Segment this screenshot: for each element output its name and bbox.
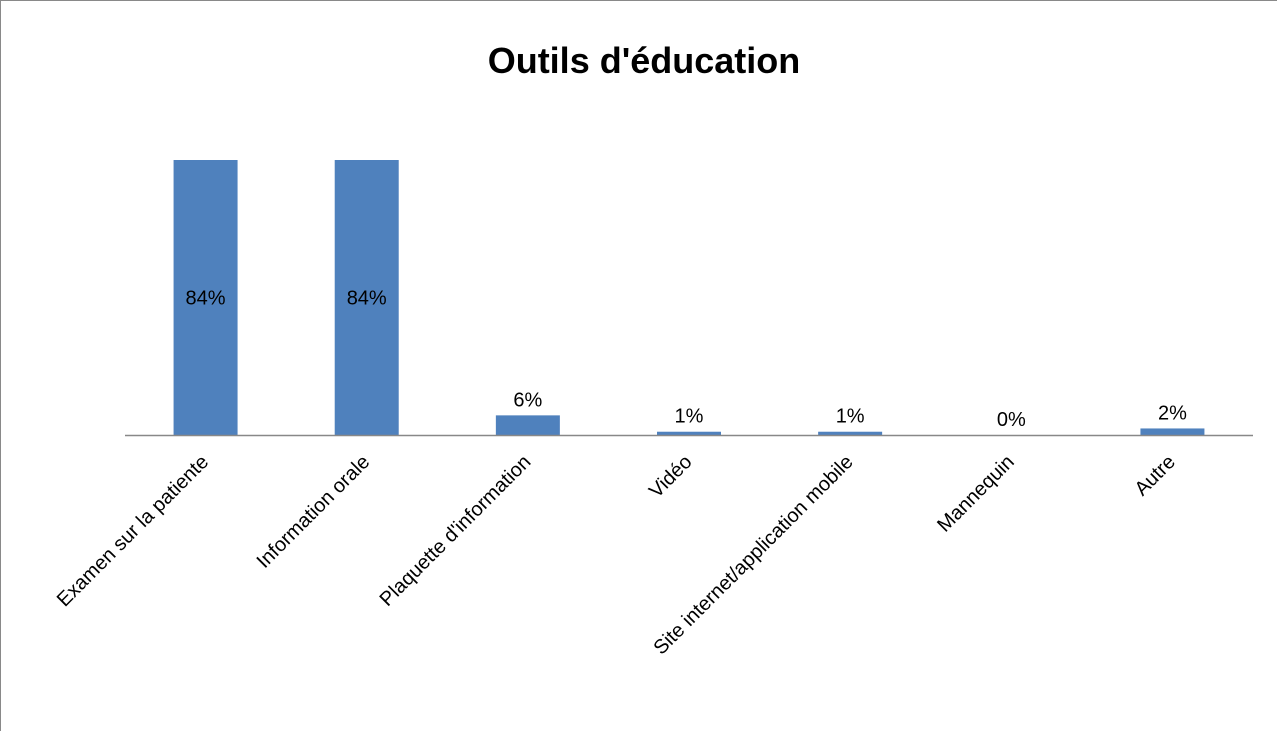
category-labels-group: Examen sur la patiente Information orale P… (53, 451, 1180, 659)
bar (818, 431, 883, 435)
bar (657, 431, 721, 435)
data-label: 1% (836, 406, 865, 428)
chart-title: Outils d'éducation (488, 40, 801, 81)
data-label: 84% (186, 288, 226, 310)
category-label: Vidéo (645, 451, 696, 502)
bar (173, 160, 238, 435)
data-label: 1% (675, 406, 704, 428)
data-label: 84% (347, 288, 387, 310)
data-labels-group: 84% 84% 6% 1% 1% 0% 2% (186, 288, 1188, 432)
category-label: Mannequin (933, 451, 1019, 537)
data-label: 6% (513, 389, 542, 411)
category-label: Plaquette d'information (376, 451, 536, 611)
data-label: 0% (997, 409, 1026, 431)
data-label: 2% (1158, 402, 1187, 424)
category-label: Autre (1131, 451, 1180, 500)
bar (1140, 428, 1205, 435)
bars-group (173, 160, 1205, 435)
category-label: Information orale (253, 451, 375, 573)
bar (334, 160, 399, 435)
bar (495, 415, 560, 435)
category-label: Examen sur la patiente (53, 451, 213, 611)
